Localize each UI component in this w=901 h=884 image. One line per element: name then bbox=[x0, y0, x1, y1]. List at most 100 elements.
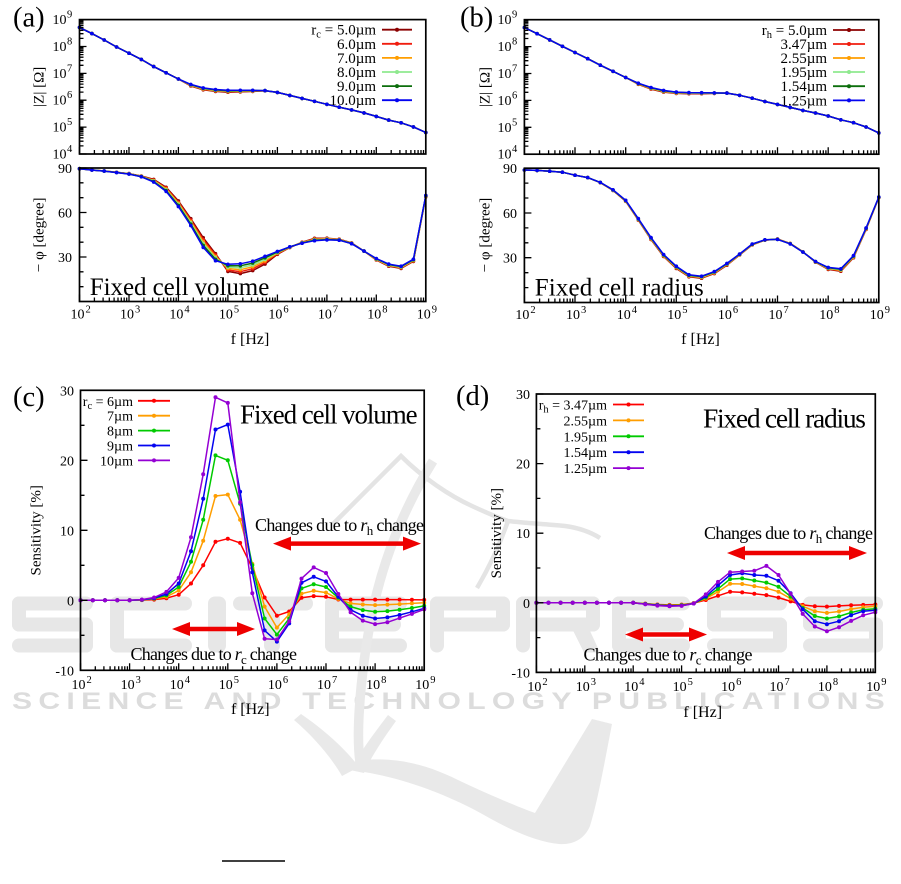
svg-text:10: 10 bbox=[169, 308, 183, 323]
svg-text:7: 7 bbox=[332, 675, 337, 686]
svg-text:20: 20 bbox=[516, 458, 530, 473]
svg-text:10: 10 bbox=[121, 678, 135, 693]
svg-text:7: 7 bbox=[67, 63, 72, 74]
svg-text:10: 10 bbox=[721, 680, 735, 695]
svg-text:10: 10 bbox=[71, 308, 85, 323]
svg-text:rc = 6µm: rc = 6µm bbox=[83, 395, 133, 412]
svg-text:SCIENCE AND TECHNOLOGY PUBLICA: SCIENCE AND TECHNOLOGY PUBLICATIONS bbox=[12, 688, 891, 715]
svg-text:5: 5 bbox=[67, 117, 72, 128]
svg-text:10: 10 bbox=[366, 678, 380, 693]
svg-text:4: 4 bbox=[512, 144, 518, 155]
svg-text:9: 9 bbox=[432, 305, 437, 316]
svg-text:10: 10 bbox=[515, 308, 529, 323]
svg-text:60: 60 bbox=[503, 207, 517, 222]
svg-text:8: 8 bbox=[382, 305, 387, 316]
svg-text:3: 3 bbox=[591, 677, 596, 688]
svg-text:(c): (c) bbox=[13, 382, 45, 413]
svg-text:(d): (d) bbox=[456, 381, 489, 412]
svg-text:10: 10 bbox=[718, 308, 732, 323]
svg-text:10: 10 bbox=[53, 67, 67, 82]
svg-text:6: 6 bbox=[733, 305, 738, 316]
svg-text:f [Hz]: f [Hz] bbox=[683, 704, 722, 721]
svg-text:10: 10 bbox=[516, 527, 530, 542]
svg-text:10: 10 bbox=[498, 94, 512, 109]
svg-text:10: 10 bbox=[870, 308, 884, 323]
svg-text:0: 0 bbox=[67, 594, 74, 609]
svg-text:10: 10 bbox=[527, 680, 541, 695]
svg-text:f [Hz]: f [Hz] bbox=[231, 331, 270, 348]
svg-text:− φ [degree]: − φ [degree] bbox=[478, 198, 494, 273]
svg-text:10: 10 bbox=[219, 678, 233, 693]
svg-text:10: 10 bbox=[819, 308, 833, 323]
svg-text:(b): (b) bbox=[460, 3, 493, 34]
svg-text:10: 10 bbox=[120, 308, 134, 323]
svg-text:Changes due to rh change: Changes due to rh change bbox=[255, 515, 424, 538]
svg-text:7: 7 bbox=[333, 305, 338, 316]
svg-text:20: 20 bbox=[60, 454, 74, 469]
svg-text:6: 6 bbox=[283, 675, 288, 686]
svg-text:10: 10 bbox=[60, 524, 74, 539]
svg-text:10: 10 bbox=[219, 308, 233, 323]
svg-text:7µm: 7µm bbox=[107, 410, 133, 425]
svg-text:5: 5 bbox=[234, 305, 239, 316]
svg-text:Sensitivity [%]: Sensitivity [%] bbox=[489, 488, 505, 578]
svg-text:Sensitivity [%]: Sensitivity [%] bbox=[29, 485, 45, 575]
svg-text:5: 5 bbox=[688, 677, 693, 688]
svg-text:10: 10 bbox=[624, 680, 638, 695]
svg-text:2.55µm: 2.55µm bbox=[564, 414, 608, 429]
svg-text:6: 6 bbox=[512, 90, 517, 101]
svg-text:9: 9 bbox=[881, 677, 886, 688]
svg-text:5: 5 bbox=[682, 305, 687, 316]
svg-text:10: 10 bbox=[498, 13, 512, 28]
svg-text:10: 10 bbox=[318, 308, 332, 323]
svg-text:Fixed cell volume: Fixed cell volume bbox=[240, 399, 418, 429]
svg-text:7: 7 bbox=[512, 64, 517, 75]
svg-text:4: 4 bbox=[184, 305, 190, 316]
svg-text:10: 10 bbox=[417, 308, 431, 323]
svg-text:90: 90 bbox=[503, 162, 517, 177]
svg-text:10: 10 bbox=[498, 40, 512, 55]
svg-text:3.47µm: 3.47µm bbox=[780, 37, 827, 53]
svg-text:8.0µm: 8.0µm bbox=[337, 65, 376, 81]
svg-text:9.0µm: 9.0µm bbox=[337, 79, 376, 95]
svg-text:9: 9 bbox=[512, 10, 517, 21]
svg-text:1.25µm: 1.25µm bbox=[780, 93, 827, 109]
svg-text:30: 30 bbox=[503, 252, 517, 267]
svg-text:1.54µm: 1.54µm bbox=[780, 79, 827, 95]
svg-text:10: 10 bbox=[673, 680, 687, 695]
svg-text:0: 0 bbox=[523, 597, 530, 612]
svg-text:10: 10 bbox=[415, 678, 429, 693]
svg-text:60: 60 bbox=[58, 207, 72, 222]
svg-text:10: 10 bbox=[617, 308, 631, 323]
svg-text:4: 4 bbox=[639, 677, 645, 688]
svg-text:7.0µm: 7.0µm bbox=[337, 51, 376, 67]
svg-text:6: 6 bbox=[67, 90, 72, 101]
svg-text:8: 8 bbox=[512, 37, 517, 48]
svg-text:Fixed cell radius: Fixed cell radius bbox=[535, 275, 704, 302]
svg-text:30: 30 bbox=[58, 251, 72, 266]
svg-text:8: 8 bbox=[67, 37, 72, 48]
svg-text:6.0µm: 6.0µm bbox=[337, 37, 376, 53]
svg-text:9: 9 bbox=[885, 305, 890, 316]
svg-text:9µm: 9µm bbox=[107, 440, 133, 455]
svg-text:Changes due to rc change: Changes due to rc change bbox=[584, 645, 753, 668]
svg-text:2: 2 bbox=[530, 305, 535, 316]
svg-text:(a): (a) bbox=[13, 2, 45, 33]
svg-text:10: 10 bbox=[53, 94, 67, 109]
svg-text:10: 10 bbox=[53, 13, 67, 28]
svg-text:9: 9 bbox=[67, 10, 72, 21]
svg-text:10: 10 bbox=[498, 121, 512, 136]
svg-text:30: 30 bbox=[516, 388, 530, 403]
svg-text:5: 5 bbox=[512, 117, 517, 128]
svg-text:10: 10 bbox=[769, 308, 783, 323]
svg-text:10: 10 bbox=[317, 678, 331, 693]
svg-text:6: 6 bbox=[736, 677, 741, 688]
svg-text:10: 10 bbox=[498, 67, 512, 82]
svg-text:10: 10 bbox=[53, 40, 67, 55]
svg-text:5: 5 bbox=[234, 675, 239, 686]
svg-text:1.25µm: 1.25µm bbox=[564, 462, 608, 477]
svg-text:Fixed cell radius: Fixed cell radius bbox=[703, 402, 866, 433]
svg-text:|Z| [Ω]: |Z| [Ω] bbox=[32, 67, 48, 107]
svg-text:4: 4 bbox=[67, 144, 73, 155]
svg-text:rh = 3.47µm: rh = 3.47µm bbox=[539, 399, 607, 416]
